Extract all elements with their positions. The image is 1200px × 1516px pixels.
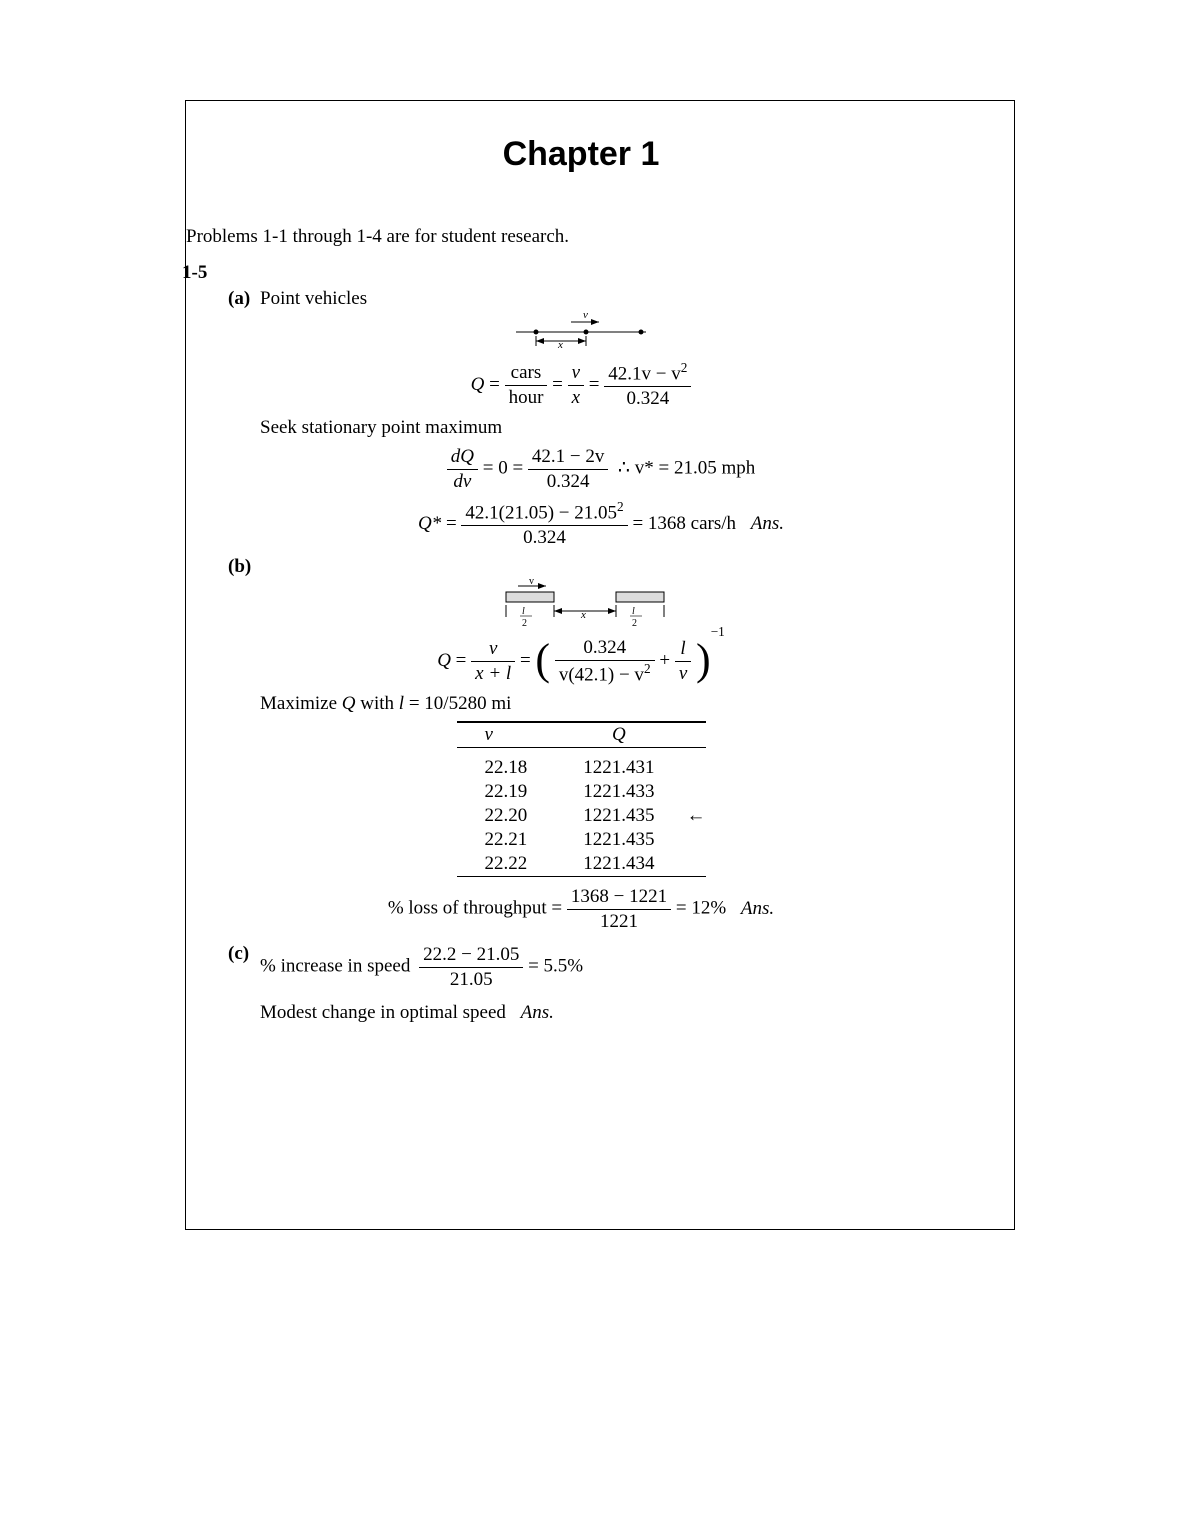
- diagram-b: v l 2 x l 2: [466, 578, 696, 630]
- maximize-text: Maximize Q with l = 10/5280 mi: [260, 693, 976, 715]
- table-row: 22.191221.433: [457, 780, 706, 804]
- eq-a1-num3: 42.1v − v: [608, 363, 680, 384]
- eq-a3-den: 0.324: [461, 526, 627, 550]
- diagram-b-l1-den: 2: [522, 618, 527, 629]
- problem-number: 1-5: [182, 262, 976, 284]
- eq-b1-iden: v(42.1) − v: [559, 664, 644, 685]
- ans-b: Ans.: [741, 898, 774, 919]
- part-c-conclusion: Modest change in optimal speed: [260, 1002, 506, 1023]
- part-c-label: (c): [228, 943, 260, 965]
- table-row: 22.201221.435←: [457, 804, 706, 828]
- eq-b1: Q = vx + l = ( 0.324v(42.1) − v2 + lv )−…: [186, 636, 976, 687]
- part-c-result: = 5.5%: [528, 956, 583, 977]
- eq-a3-result: = 1368 cars/h: [632, 513, 736, 534]
- ans-c: Ans.: [521, 1002, 554, 1023]
- eq-a1-num1: cars: [505, 361, 548, 386]
- part-a-heading: Point vehicles: [260, 288, 367, 309]
- part-b: (b): [228, 556, 976, 578]
- eq-a3: Q* = 42.1(21.05) − 21.0520.324 = 1368 ca…: [226, 499, 976, 550]
- eq-a1-den2: x: [568, 386, 584, 410]
- table-row: 22.211221.435: [457, 828, 706, 852]
- diagram-b-l2-num: l: [632, 606, 635, 617]
- eq-a2-therefore: ∴ v* = 21.05 mph: [618, 457, 755, 478]
- diagram-b-v-label: v: [529, 578, 534, 587]
- eq-b1-inum: 0.324: [555, 636, 655, 661]
- eq-a1-den1: hour: [505, 386, 548, 410]
- part-a-label: (a): [228, 288, 260, 310]
- eq-a1-num2: v: [568, 361, 584, 386]
- diagram-b-l1-num: l: [522, 606, 525, 617]
- part-c-prefix: % increase in speed: [260, 956, 410, 977]
- table-b: v Q 22.181221.431 22.191221.433 22.20122…: [457, 721, 706, 877]
- th-v: v: [457, 722, 556, 748]
- seek-text: Seek stationary point maximum: [260, 417, 976, 439]
- eq-a3-num: 42.1(21.05) − 21.05: [465, 503, 617, 524]
- eq-a1: Q = carshour = vx = 42.1v − v20.324: [186, 360, 976, 411]
- part-b-label: (b): [228, 556, 260, 578]
- eq-a2-rden: 0.324: [528, 470, 608, 494]
- eq-a2-rnum: 42.1 − 2v: [528, 445, 608, 470]
- diagram-b-x-label: x: [580, 609, 586, 621]
- ans-a: Ans.: [751, 513, 784, 534]
- chapter-title: Chapter 1: [186, 135, 976, 174]
- th-q: Q: [555, 722, 682, 748]
- eq-b1-pden: v: [675, 662, 691, 686]
- part-c-num: 22.2 − 21.05: [419, 943, 523, 968]
- content-frame: Chapter 1 Problems 1-1 through 1-4 are f…: [185, 100, 1015, 1230]
- loss-result: = 12%: [676, 898, 726, 919]
- part-a: (a) Point vehicles: [228, 288, 976, 310]
- part-c-den: 21.05: [419, 968, 523, 992]
- diagram-a-v-label: v: [583, 310, 588, 321]
- eq-b1-lden: x + l: [471, 662, 515, 686]
- eq-b1-lnum: v: [471, 637, 515, 662]
- eq-a2: dQdv = 0 = 42.1 − 2v0.324 ∴ v* = 21.05 m…: [226, 445, 976, 494]
- loss-den: 1221: [567, 910, 671, 934]
- table-row: 22.221221.434: [457, 852, 706, 877]
- eq-a1-den3: 0.324: [604, 387, 691, 411]
- eq-a2-lnum: dQ: [447, 445, 478, 470]
- diagram-a-x-label: x: [557, 339, 563, 351]
- diagram-a: v x: [481, 310, 681, 354]
- table-row: 22.181221.431: [457, 756, 706, 780]
- page: Chapter 1 Problems 1-1 through 1-4 are f…: [0, 0, 1200, 1516]
- eq-b1-pnum: l: [675, 637, 691, 662]
- loss-label: % loss of throughput =: [388, 898, 562, 919]
- intro-text: Problems 1-1 through 1-4 are for student…: [186, 226, 976, 248]
- part-c: (c) % increase in speed 22.2 − 21.0521.0…: [228, 943, 976, 1024]
- eq-b-loss: % loss of throughput = 1368 − 12211221 =…: [186, 885, 976, 934]
- diagram-b-l2-den: 2: [632, 618, 637, 629]
- eq-a2-lden: dv: [447, 470, 478, 494]
- loss-num: 1368 − 1221: [567, 885, 671, 910]
